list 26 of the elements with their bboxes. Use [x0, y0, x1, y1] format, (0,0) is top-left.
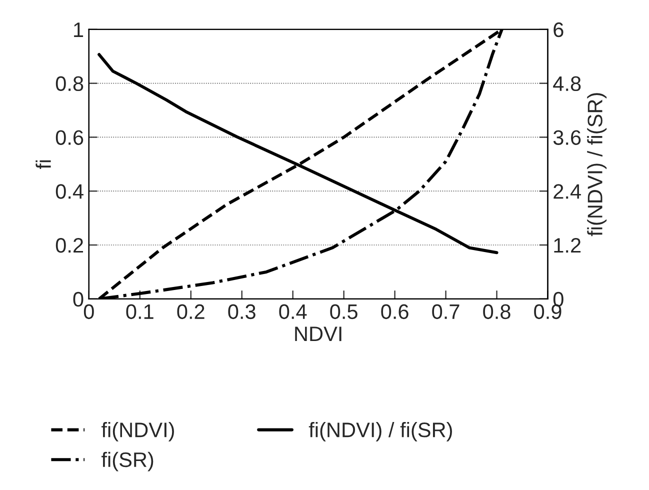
x-tick-label: 0.1: [126, 304, 154, 320]
x-axis-title: NDVI: [295, 326, 342, 342]
y-tick-label: 0.4: [56, 184, 84, 199]
y-tick-label: 0.6: [56, 130, 84, 145]
x-tick-label: 0.5: [330, 304, 358, 320]
y2-tick-label: 3.6: [553, 130, 581, 145]
y2-tick-label: 1.2: [554, 238, 581, 253]
y-axis-title: fi: [36, 160, 51, 170]
x-tick-label: 0.4: [279, 304, 307, 320]
y-tick-label: 0.8: [56, 76, 84, 92]
y2-tick-label: 4.8: [553, 76, 581, 92]
x-tick-label: 0.8: [483, 304, 510, 320]
x-tick-label: 0.2: [177, 304, 204, 320]
y2-tick-label: 2.4: [554, 184, 581, 199]
y2-axis-title: fi(NDVI) / fi(SR): [587, 93, 607, 236]
y-tick-label: 0.2: [56, 238, 84, 253]
x-tick-label: 0.3: [228, 304, 256, 320]
y2-tick-label: 6: [554, 22, 564, 38]
y-tick-label: 0: [73, 292, 84, 307]
legend-label: fi(NDVI): [101, 422, 174, 442]
x-tick-label: 0: [84, 304, 94, 320]
x-tick-label: 0.7: [432, 304, 460, 320]
legend-label: fi(NDVI) / fi(SR): [308, 422, 452, 442]
y-tick-label: 1: [74, 22, 84, 37]
legend-label: fi(SR): [101, 452, 154, 472]
x-tick-label: 0.6: [381, 304, 408, 320]
